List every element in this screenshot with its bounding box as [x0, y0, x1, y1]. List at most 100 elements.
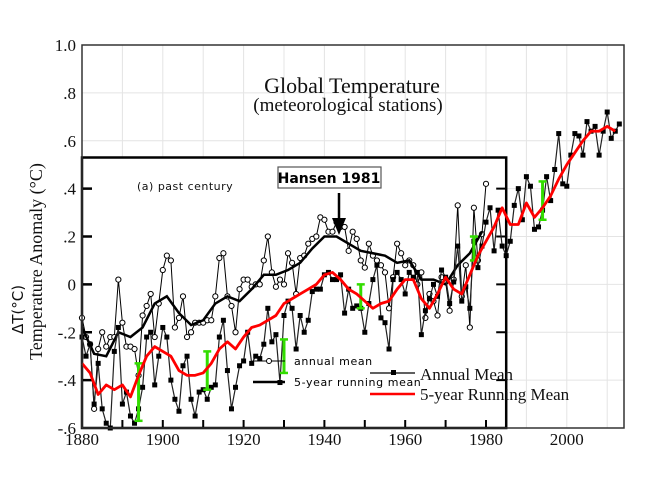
annual-mean-point [233, 384, 239, 390]
hansen-annual-point [151, 333, 158, 341]
annual-mean-point [111, 348, 117, 354]
hansen-annual-point [260, 257, 267, 264]
annual-mean-point [297, 312, 303, 318]
plot-frame [81, 44, 625, 429]
annual-mean-point [196, 389, 202, 395]
y-tick-label: .6 [63, 132, 76, 151]
annual-mean-point [467, 305, 473, 311]
annual-mean-point [289, 305, 295, 311]
hansen-annual-point [220, 250, 227, 257]
annual-mean-point [249, 360, 255, 366]
error-bar [203, 350, 212, 391]
error-bar [280, 338, 288, 375]
hansen-annual-point [91, 405, 98, 412]
hansen-annual-point [381, 269, 389, 276]
annual-mean-point [491, 248, 497, 254]
annual-mean-point [305, 317, 311, 323]
hansen-annual-point [143, 302, 150, 310]
x-tick-label: 1980 [469, 430, 503, 449]
annual-mean-point [152, 382, 158, 388]
hansen-annual-point [434, 312, 441, 319]
annual-mean-point [176, 408, 182, 414]
hansen-annual-point [288, 259, 296, 266]
annual-mean-point [418, 332, 424, 338]
hansen-annual-point [276, 276, 284, 283]
legend-annual-marker [391, 370, 396, 375]
hansen-annual-point [131, 345, 138, 353]
x-tick-label: 2000 [550, 430, 584, 449]
annual-mean-point [527, 183, 533, 189]
annual-mean-point [608, 135, 614, 141]
y-tick-label: .8 [63, 84, 76, 103]
annual-mean-point [192, 413, 198, 419]
hansen-annual-point [349, 228, 356, 235]
hansen-annual-point [167, 257, 174, 264]
annual-mean-point [160, 324, 166, 330]
chart-title: Global Temperature [264, 73, 440, 98]
annual-mean-point [164, 334, 170, 340]
inset-legend-annual-marker [266, 358, 272, 364]
hansen-annual-point [139, 312, 146, 319]
hansen-annual-point [462, 262, 469, 269]
hansen-annual-point [361, 264, 368, 271]
annual-mean-point [544, 174, 550, 180]
hansen-annual-point [454, 202, 461, 209]
annual-mean-point [487, 205, 493, 211]
hansen-annotation: Hansen 1981 [277, 166, 382, 235]
annual-mean-point [87, 341, 93, 347]
x-tick-label: 1940 [307, 430, 341, 449]
hansen-annual-point [244, 276, 251, 283]
hansen-annual-point [95, 345, 102, 353]
main-legend: Annual Mean 5-year Running Mean [370, 365, 570, 404]
annual-mean-point [91, 401, 97, 407]
annual-mean-point [140, 384, 146, 390]
annual-mean-point [439, 267, 445, 273]
annual-mean-point [228, 406, 234, 412]
annual-mean-point [455, 243, 461, 249]
hansen-annual-point [236, 286, 243, 293]
error-bar [538, 180, 547, 221]
hansen-annual-point [321, 216, 328, 223]
hansen-annotation-text: Hansen 1981 [278, 171, 381, 187]
hansen-annual-point [402, 262, 409, 269]
annual-mean-point [390, 277, 396, 283]
annual-mean-point [156, 353, 162, 359]
hansen-annual-point [171, 324, 179, 331]
annual-mean-point [531, 226, 537, 232]
annual-mean-point [483, 219, 489, 225]
x-tick-label: 1920 [227, 430, 261, 449]
annual-mean-point [600, 128, 606, 134]
hansen-annual-point [394, 240, 401, 247]
hansen-annual-point [357, 257, 364, 264]
annual-mean-point [410, 274, 416, 280]
annual-mean-point [556, 131, 562, 137]
hansen-annotation-box [277, 166, 382, 189]
legend-running-text: 5-year Running Mean [420, 385, 570, 404]
hansen-annual-point [446, 307, 453, 314]
annual-mean-point [548, 198, 554, 204]
annual-mean-point [519, 217, 525, 223]
annual-mean-point [402, 291, 408, 297]
hansen-annual-point [373, 257, 381, 264]
annual-mean-point [188, 396, 194, 402]
annual-mean-point [83, 353, 89, 359]
annual-mean-point [568, 152, 574, 158]
x-tick-label: 1960 [388, 430, 422, 449]
hansen-annual-point [305, 240, 312, 247]
annual-mean-point [370, 277, 376, 283]
hansen-annual-point [115, 276, 122, 283]
x-tick-label: 1900 [146, 430, 180, 449]
annual-mean-point [503, 253, 509, 259]
annual-mean-point [459, 298, 465, 304]
annual-mean-point [184, 353, 190, 359]
inset-legend-running-text: 5-year running mean [294, 376, 421, 389]
annual-mean-point [127, 413, 133, 419]
y-tick-label: -.6 [58, 419, 76, 438]
annual-mean-point [414, 269, 420, 275]
annual-mean-point [168, 377, 174, 383]
hansen-annual-point [329, 228, 336, 235]
hansen-annual-point [216, 254, 223, 262]
annual-mean-point [132, 420, 138, 426]
annual-mean-point [208, 384, 214, 390]
annual-mean-point [422, 308, 428, 314]
